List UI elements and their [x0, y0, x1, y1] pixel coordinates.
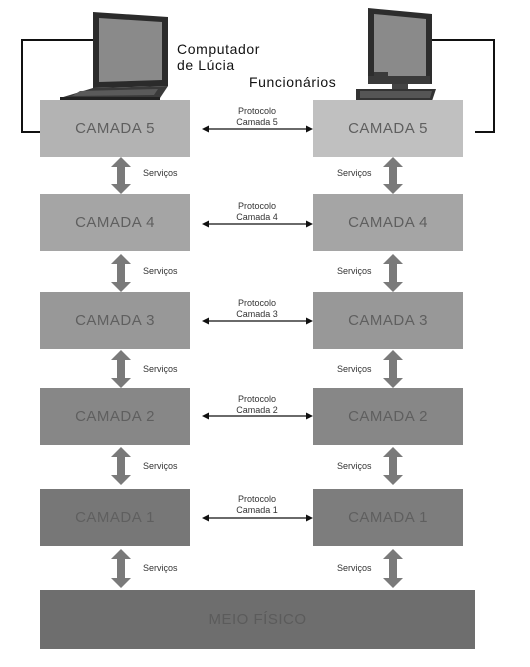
protocol-5-line2: Camada 5 [236, 117, 278, 127]
laptop-label: Computador de Lúcia [177, 41, 260, 73]
laptop-label-line2: de Lúcia [177, 57, 235, 73]
services-arrow-left-3 [111, 350, 131, 388]
services-label-right-2: Serviços [337, 461, 372, 471]
left-layer-1: CAMADA 1 [40, 489, 190, 546]
protocol-arrow-3 [202, 317, 313, 325]
laptop-label-line1: Computador [177, 41, 261, 57]
services-label-right-1: Serviços [337, 563, 372, 573]
left-layer-4: CAMADA 4 [40, 194, 190, 251]
services-label-right-3: Serviços [337, 364, 372, 374]
services-label-left-4: Serviços [143, 266, 178, 276]
services-label-left-5: Serviços [143, 168, 178, 178]
right-layer-2: CAMADA 2 [313, 388, 463, 445]
desktop-connector-line [432, 39, 495, 133]
protocol-1-line2: Camada 1 [236, 505, 278, 515]
services-arrow-right-4 [383, 254, 403, 292]
protocol-label-3: Protocolo Camada 3 [205, 298, 309, 320]
protocol-label-5: Protocolo Camada 5 [205, 106, 309, 128]
left-layer-5: CAMADA 5 [40, 100, 190, 157]
services-arrow-left-1 [111, 549, 131, 588]
protocol-4-line2: Camada 4 [236, 212, 278, 222]
protocol-3-line2: Camada 3 [236, 309, 278, 319]
services-arrow-right-1 [383, 549, 403, 588]
services-arrow-right-5 [383, 157, 403, 194]
protocol-1-line1: Protocolo [237, 494, 277, 504]
protocol-5-line1: Protocolo [237, 106, 277, 116]
services-label-left-1: Serviços [143, 563, 178, 573]
protocol-arrow-2 [202, 412, 313, 420]
protocol-2-line1: Protocolo [237, 394, 277, 404]
protocol-arrows [202, 125, 313, 522]
services-label-right-4: Serviços [337, 266, 372, 276]
services-arrows [111, 157, 403, 588]
services-arrow-left-4 [111, 254, 131, 292]
protocol-2-line2: Camada 2 [236, 405, 278, 415]
right-layer-1: CAMADA 1 [313, 489, 463, 546]
right-layer-5: CAMADA 5 [313, 100, 463, 157]
services-arrow-left-2 [111, 447, 131, 485]
left-layer-2: CAMADA 2 [40, 388, 190, 445]
left-layer-3: CAMADA 3 [40, 292, 190, 349]
right-layer-3: CAMADA 3 [313, 292, 463, 349]
protocol-label-4: Protocolo Camada 4 [205, 201, 309, 223]
protocol-label-2: Protocolo Camada 2 [205, 394, 309, 416]
protocol-arrow-5 [202, 125, 313, 133]
services-label-right-5: Serviços [337, 168, 372, 178]
services-arrow-left-5 [111, 157, 131, 194]
services-arrow-right-2 [383, 447, 403, 485]
laptop-connector-line [21, 39, 95, 133]
protocol-3-line1: Protocolo [237, 298, 277, 308]
laptop-icon [60, 12, 168, 100]
protocol-arrow-4 [202, 220, 313, 228]
protocol-4-line1: Protocolo [237, 201, 277, 211]
desktop-label: Funcionários [249, 74, 337, 90]
desktop-computer-icon [356, 8, 436, 101]
right-layer-4: CAMADA 4 [313, 194, 463, 251]
services-arrow-right-3 [383, 350, 403, 388]
protocol-label-1: Protocolo Camada 1 [205, 494, 309, 516]
services-label-left-2: Serviços [143, 461, 178, 471]
physical-medium: MEIO FÍSICO [40, 590, 475, 649]
protocol-arrow-1 [202, 514, 313, 522]
services-label-left-3: Serviços [143, 364, 178, 374]
